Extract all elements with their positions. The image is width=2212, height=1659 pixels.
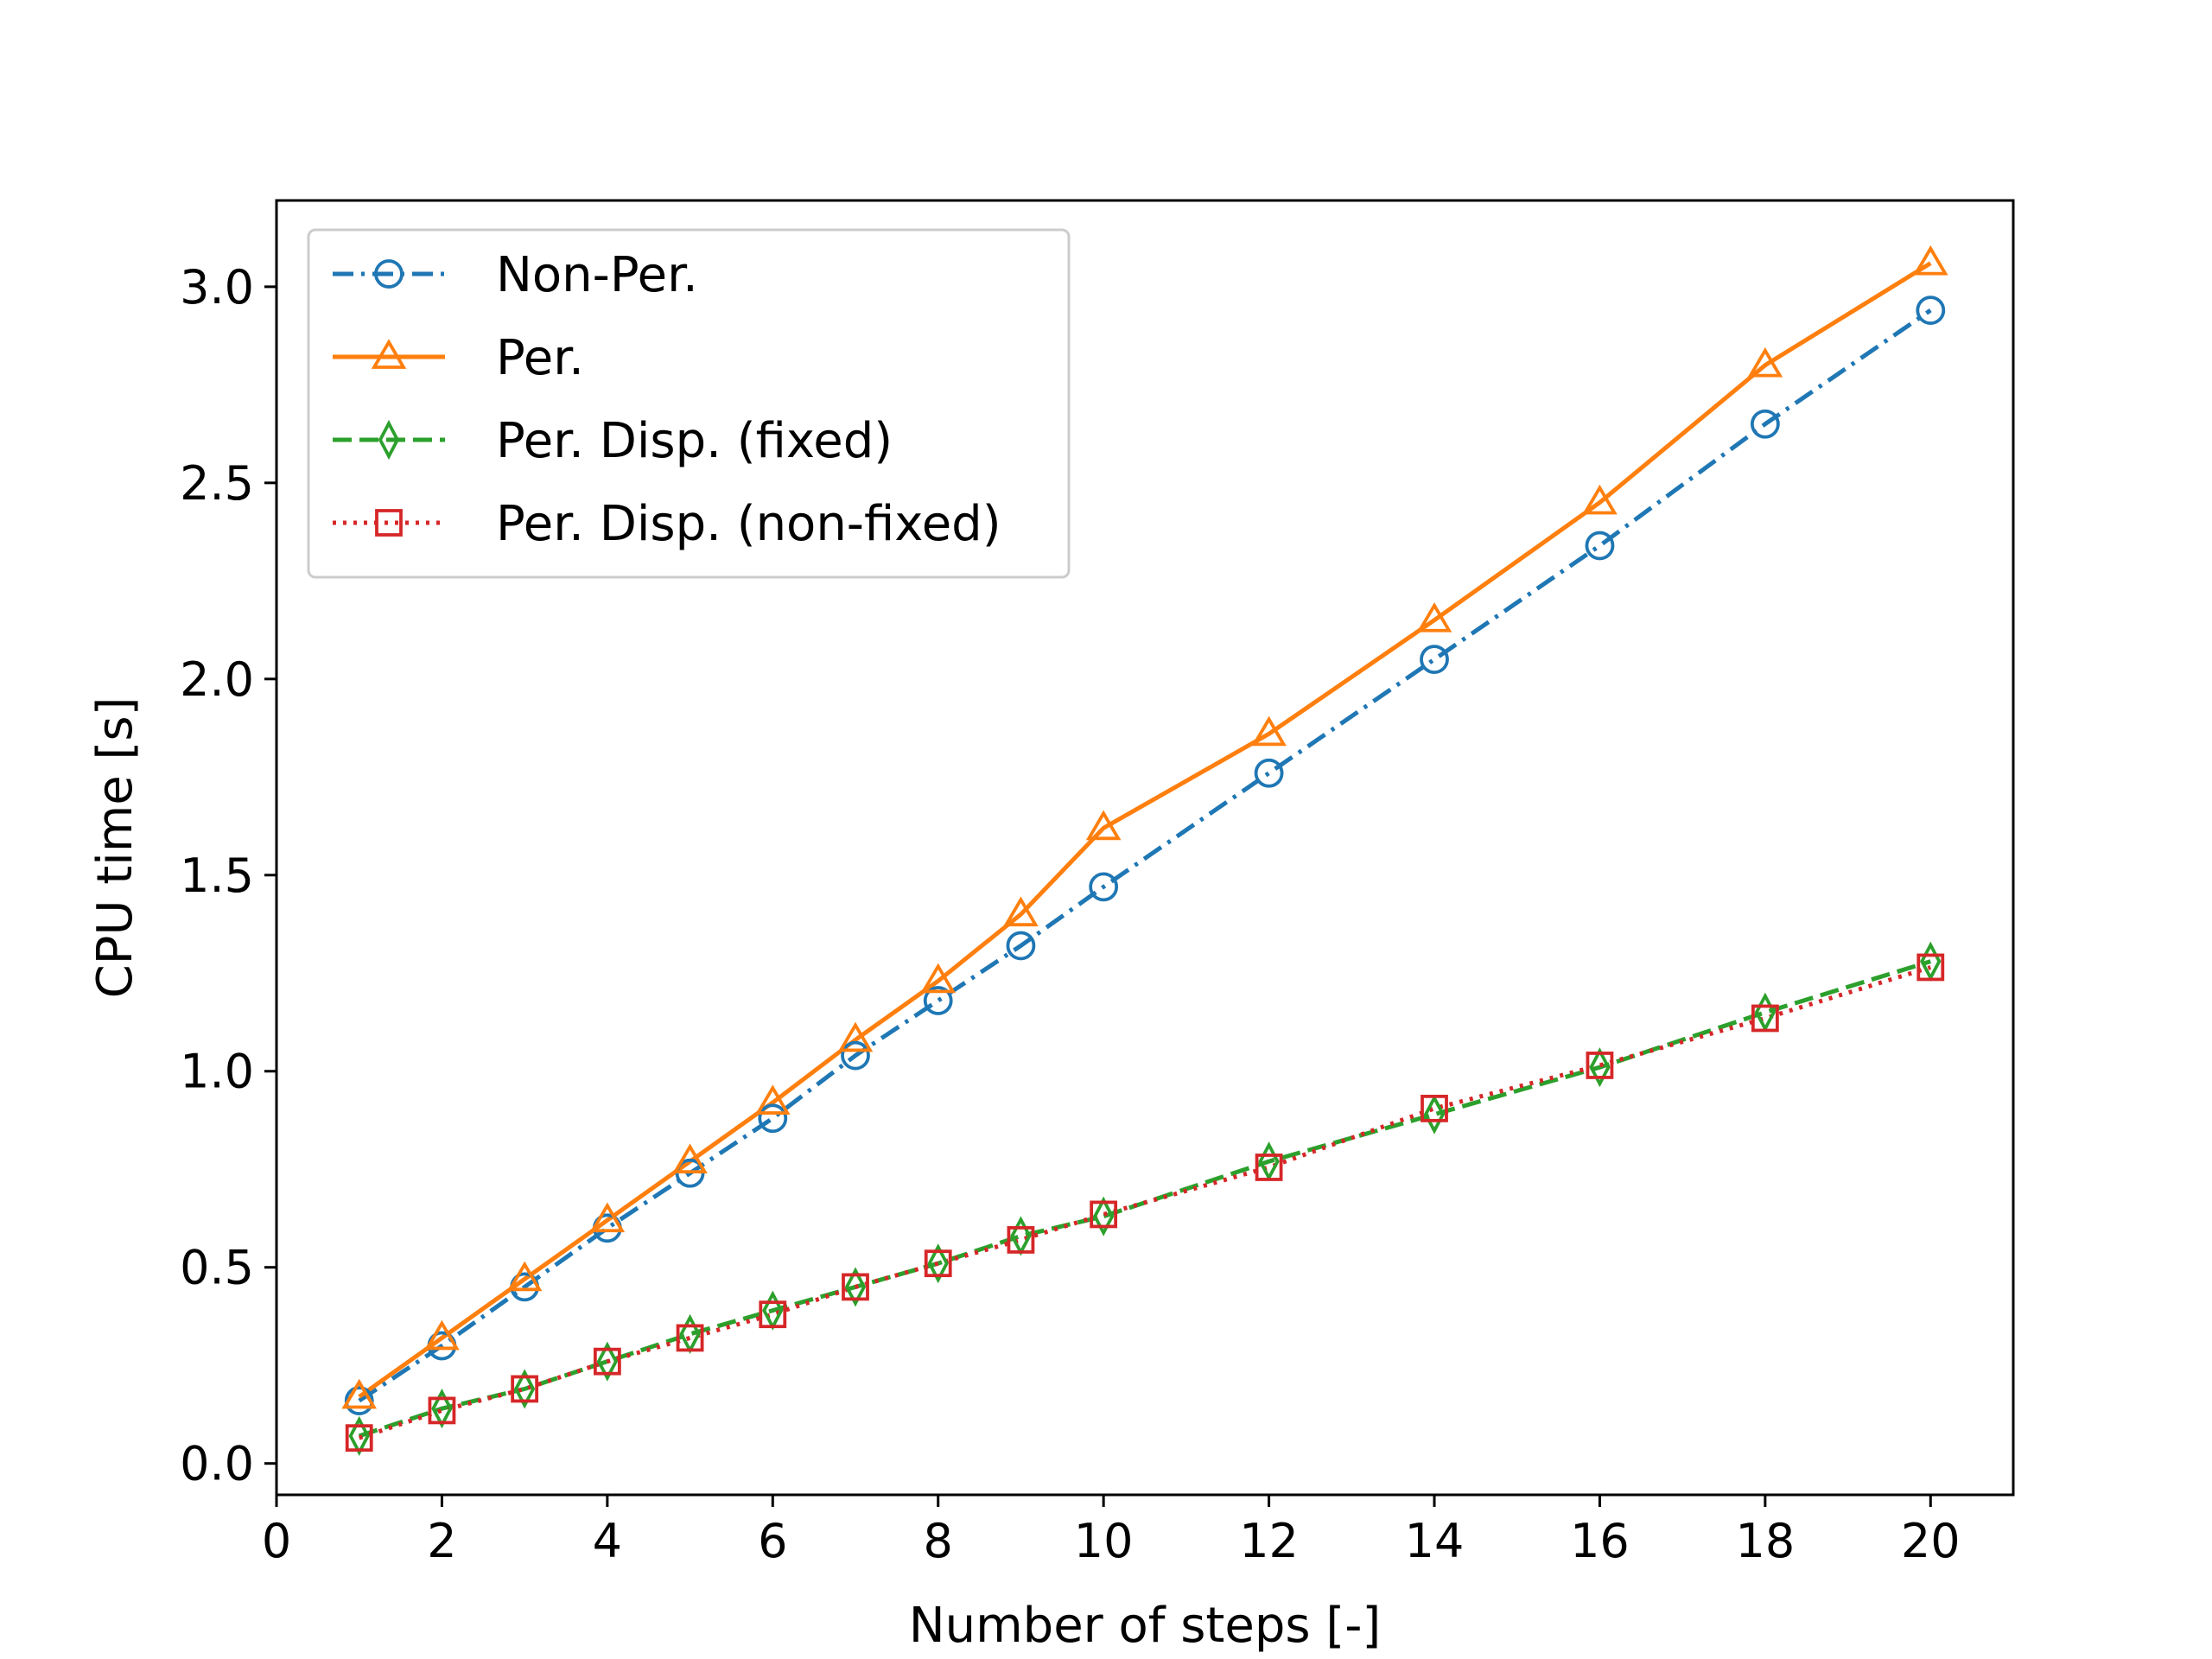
data-point-per-disp-fixed [844,1267,867,1307]
x-tick-label: 2 [427,1514,456,1568]
data-point-per [672,1143,708,1174]
data-point-per-disp-fixed [348,1415,370,1456]
data-point-per-disp-fixed [431,1389,453,1429]
y-tick-label: 2.5 [180,456,254,511]
legend-sample-per-disp-non-fixed [333,509,445,537]
x-tick-label: 16 [1570,1514,1630,1568]
data-point-non-per [923,986,953,1015]
data-point-non-per [1585,531,1615,561]
legend-marker-per [371,339,407,369]
series-line-per-disp-fixed [358,959,1932,1439]
x-tick-label: 18 [1735,1514,1795,1568]
data-point-non-per [1750,409,1780,439]
data-point-per-disp-fixed [596,1341,619,1382]
series-lines-group [358,261,1932,1440]
series-line-per [358,261,1932,1399]
legend-entry-non-per: Non-Per. [333,247,698,303]
data-point-non-per [1254,758,1284,788]
y-axis-label: CPU time [s] [87,697,143,999]
x-tick-label: 12 [1239,1514,1299,1568]
x-axis-label: Number of steps [-] [909,1598,1382,1654]
data-point-per-disp-fixed [1092,1196,1115,1236]
x-tick-label: 6 [758,1514,787,1568]
x-tick-label: 0 [262,1514,291,1568]
data-point-per-disp-fixed [513,1369,536,1409]
data-point-per-disp-non-fixed [1586,1052,1614,1079]
data-point-per-disp-non-fixed [759,1300,787,1329]
data-point-per-disp-non-fixed [1916,953,1945,982]
y-tick-label: 2.0 [180,652,254,707]
data-point-per-disp-non-fixed [428,1396,456,1425]
x-tick-label: 8 [924,1514,953,1568]
data-point-per-disp-non-fixed [511,1375,539,1403]
data-point-non-per [344,1386,374,1415]
data-point-per [1085,810,1122,841]
legend-sample-non-per [333,259,445,289]
data-point-per-disp-non-fixed [1751,1004,1779,1033]
data-point-per [1582,484,1618,515]
y-tick-label: 0.0 [180,1437,254,1491]
x-tick-label: 10 [1074,1514,1134,1568]
x-tick-label: 20 [1901,1514,1961,1568]
data-point-per [589,1202,626,1233]
ticks-group: 0 2 4 6 8 10 12 14 16 18 20 0.0 0.5 1.0 1.5 2.0 2.5 3.0 [180,260,1961,1568]
legend-marker-per-disp-fixed [378,419,400,461]
data-point-non-per [1916,296,1946,326]
data-point-per-disp-non-fixed [842,1273,869,1301]
legend-sample-per-disp-fixed [333,419,445,461]
data-point-per-disp-non-fixed [345,1424,373,1452]
data-point-non-per [841,1040,870,1071]
data-point-non-per [758,1103,788,1134]
legend-box [307,228,1071,579]
data-point-per-disp-non-fixed [1255,1154,1283,1181]
data-point-per-disp-non-fixed [1007,1226,1035,1254]
legend-label-per-disp-non-fixed: Per. Disp. (non-fixed) [496,496,1001,552]
data-point-per [424,1319,460,1351]
legend: Non-Per. Per. Per. Disp. (fixed) Per. Di… [307,228,1071,579]
y-tick-label: 0.5 [180,1241,254,1295]
y-tick-label: 3.0 [180,260,254,315]
data-point-non-per [1420,645,1449,675]
legend-marker-per-disp-non-fixed [375,509,403,537]
data-point-per [920,963,957,994]
x-tick-label: 4 [593,1514,622,1568]
y-tick-label: 1.0 [180,1045,254,1099]
data-point-per [754,1084,791,1115]
legend-label-non-per: Non-Per. [496,247,698,303]
data-point-per-disp-non-fixed [593,1347,621,1376]
legend-sample-per [333,339,445,369]
y-tick-label: 1.5 [180,849,254,903]
data-point-per [1912,245,1948,276]
data-point-non-per [1089,872,1119,902]
data-point-per [1747,346,1783,378]
legend-entry-per: Per. [333,330,584,386]
legend-entry-per-disp-fixed: Per. Disp. (fixed) [333,413,893,469]
series-markers-group [341,245,1948,1456]
x-tick-label: 14 [1405,1514,1465,1568]
data-point-per [1416,601,1452,632]
data-point-per [1251,715,1287,747]
legend-entry-per-disp-non-fixed: Per. Disp. (non-fixed) [333,496,1001,552]
data-point-non-per [1006,931,1036,961]
series-line-non-per [358,308,1932,1403]
data-point-per-disp-non-fixed [1421,1094,1448,1122]
legend-label-per-disp-fixed: Per. Disp. (fixed) [496,413,893,469]
data-point-per [1003,896,1039,927]
data-point-per [837,1021,874,1052]
data-point-per-disp-non-fixed [676,1324,704,1352]
data-point-per-disp-fixed [1589,1047,1611,1088]
plot-frame [275,199,2015,1497]
data-point-per-disp-fixed [1423,1094,1446,1135]
legend-label-per: Per. [496,330,584,386]
legend-marker-non-per [374,259,404,289]
data-point-per [506,1261,543,1292]
data-point-per [341,1378,378,1409]
data-point-per-disp-fixed [927,1243,949,1284]
data-point-per-disp-non-fixed [924,1249,952,1278]
data-point-per-disp-non-fixed [1090,1200,1118,1229]
